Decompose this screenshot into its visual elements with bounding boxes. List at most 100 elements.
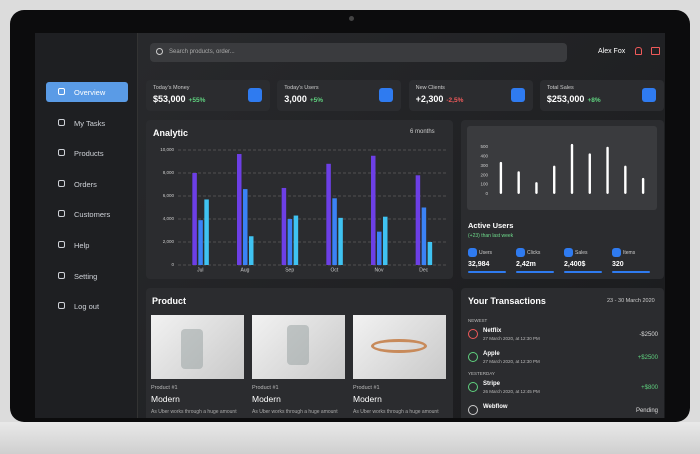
y-tick-label: 200 [480, 172, 488, 177]
menu-item[interactable]: Products [46, 143, 128, 163]
menu-item[interactable]: Help [46, 235, 128, 255]
bar [326, 163, 331, 265]
search-box[interactable]: Search products, order... [150, 43, 567, 62]
stat-label: Users [479, 250, 493, 256]
product-text: As Uber works through a huge amount [252, 409, 338, 415]
stat-icon [564, 248, 573, 257]
analytic-title: Analytic [153, 128, 189, 138]
bar [198, 220, 203, 265]
bar [287, 219, 293, 265]
product-title: Product [152, 296, 187, 306]
y-tick-label: 10,000 [160, 147, 174, 152]
progress [564, 271, 602, 273]
bar [192, 173, 197, 265]
stat-change: +5% [309, 97, 324, 104]
y-tick-label: 2,000 [163, 239, 175, 244]
tx-amount: +$2500 [637, 355, 658, 361]
stat-value: $253,000 [546, 94, 585, 104]
bar [243, 189, 248, 265]
stat-value: +2,300 [415, 94, 444, 104]
bar [624, 165, 627, 194]
stat-value: 3,000 [284, 94, 307, 104]
tx-name: Webflow [483, 404, 508, 410]
y-tick-label: 300 [480, 163, 488, 168]
stat-icon [468, 248, 477, 257]
transactions-panel: Your Transactions 23 - 30 March 2020 NEW… [461, 288, 664, 418]
camera [349, 16, 354, 21]
bar [332, 198, 337, 265]
tx-icon [468, 352, 478, 362]
stat-label: Items [623, 250, 636, 256]
product-image [151, 315, 244, 379]
stat-icon [248, 88, 262, 102]
product-tag: Product #1 [252, 385, 279, 391]
bar [237, 154, 242, 265]
active-users-panel: 0 100 200 300 400 500 Active Users (+23) than… [461, 120, 664, 279]
stat-change: +8% [587, 97, 601, 104]
menu-icon [58, 271, 65, 279]
product-shape [181, 329, 203, 369]
bar [535, 182, 538, 194]
stat-label: Sales [575, 250, 588, 256]
tx-name: Apple [483, 351, 500, 357]
stat-value: 320 [612, 261, 624, 268]
screen: Search products, order... Alex Fox Analy… [35, 33, 665, 418]
stat-value: 32,984 [468, 261, 490, 268]
product-text: As Uber works through a huge amount [151, 409, 237, 415]
y-tick-label: 8,000 [163, 170, 175, 175]
bar [427, 242, 433, 265]
x-tick-label: Oct [330, 267, 338, 273]
stat-card: Today's Users 3,000 +5% [277, 80, 402, 111]
menu-icon [58, 88, 65, 95]
bar [204, 199, 209, 265]
tx-amount: +$800 [641, 385, 658, 391]
menu-icon [58, 241, 65, 248]
menu-item[interactable]: Overview [46, 82, 128, 102]
stat-label: New Clients [415, 85, 445, 91]
stat-value: $53,000 [153, 94, 186, 104]
menu-item[interactable]: Orders [46, 174, 128, 194]
stat-value: 2,42m [516, 261, 536, 268]
y-tick-label: 100 [480, 182, 488, 187]
bar [499, 161, 503, 194]
product-text: As Uber works through a huge amount [353, 409, 439, 415]
x-tick-label: Sep [285, 267, 294, 273]
bar [371, 155, 376, 265]
x-tick-label: Jul [197, 267, 203, 273]
y-tick-label: 400 [480, 153, 488, 158]
stat-label: Today's Users [284, 85, 319, 91]
x-tick-label: Aug [241, 267, 250, 273]
y-tick-label: 0 [171, 262, 174, 267]
stat-value: 2,400$ [564, 261, 586, 268]
group-label: YESTERDAY [468, 371, 495, 376]
stat-icon [379, 88, 394, 102]
tx-name: Stripe [483, 381, 501, 387]
message-icon[interactable] [651, 47, 660, 55]
period-select[interactable]: 6 months [410, 129, 435, 135]
product-image [252, 315, 345, 379]
stat-card: New Clients +2,300 -2,5% [408, 80, 533, 111]
menu-item[interactable]: Customers [46, 204, 128, 224]
user-name[interactable]: Alex Fox [598, 48, 626, 55]
menu-item[interactable]: Setting [46, 266, 128, 286]
product-name: Modern [353, 394, 382, 404]
stat-icon [516, 248, 525, 257]
menu-icon [58, 118, 65, 126]
tx-date: 26 March 2020, at 12:45 PM [483, 389, 540, 394]
menu-item[interactable]: My Tasks [46, 113, 128, 133]
tx-amount: -$2500 [639, 332, 658, 338]
menu-item[interactable]: Log out [46, 296, 128, 316]
bar [249, 236, 254, 265]
tx-icon [468, 329, 478, 339]
bell-icon[interactable] [635, 47, 642, 55]
product-panel: Product Product #1 Modern As Uber works th… [146, 288, 453, 418]
y-tick-label: 6,000 [163, 193, 175, 198]
active-users-subtitle: (+23) than last week [468, 233, 514, 239]
stat-value: +2,300 -2,5% [416, 94, 464, 104]
bar [293, 215, 299, 265]
stat-icon [510, 88, 525, 102]
product-image [353, 315, 446, 379]
bar [570, 143, 574, 194]
bar [641, 177, 645, 194]
